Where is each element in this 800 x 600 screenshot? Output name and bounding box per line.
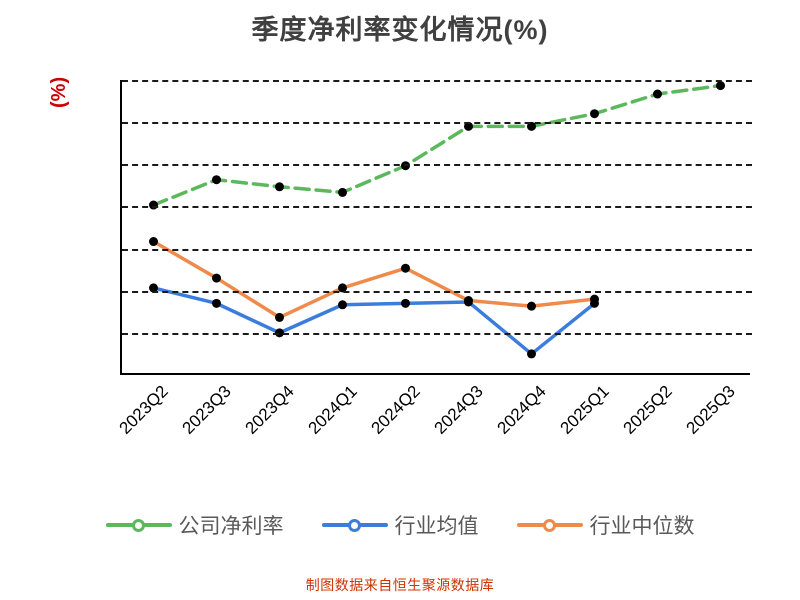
gridline — [122, 122, 752, 125]
legend-marker-icon — [132, 518, 145, 532]
series-layer — [149, 81, 725, 359]
x-axis-tick: 2025Q2 — [619, 381, 676, 438]
data-point — [338, 283, 347, 293]
gridline — [122, 164, 752, 167]
legend-marker-icon — [543, 518, 556, 532]
data-point — [275, 182, 284, 192]
legend-label: 公司净利率 — [178, 515, 284, 538]
x-axis-tick: 2024Q3 — [430, 381, 487, 438]
data-point — [464, 296, 473, 306]
data-point — [275, 312, 284, 322]
legend-item[interactable]: 行业均值 — [321, 510, 479, 540]
x-axis-tick: 2023Q2 — [115, 381, 172, 438]
x-axis-tick: 2023Q4 — [241, 381, 298, 438]
data-point — [653, 89, 662, 99]
x-axis-tick: 2024Q2 — [367, 381, 424, 438]
legend-swatch — [105, 518, 172, 532]
data-point — [716, 81, 725, 91]
x-axis-tick: 2025Q1 — [556, 381, 613, 438]
x-axis-tick: 2024Q4 — [493, 381, 550, 438]
data-point — [149, 283, 158, 293]
gridline — [122, 80, 752, 82]
data-point — [149, 237, 158, 247]
legend-label: 行业均值 — [394, 515, 479, 538]
data-point — [527, 349, 536, 359]
series-line — [151, 239, 597, 320]
data-point — [212, 175, 221, 185]
data-point — [590, 294, 599, 304]
y-axis-label: (%) — [48, 76, 70, 108]
series-line — [151, 286, 597, 356]
series-line — [151, 83, 723, 207]
chart-legend: 公司净利率 行业均值 行业中位数 — [0, 510, 800, 540]
legend-marker-icon — [348, 518, 361, 532]
data-point — [212, 273, 221, 283]
chart-title: 季度净利率变化情况(%) — [251, 15, 549, 45]
gridline — [122, 332, 752, 335]
legend-item[interactable]: 公司净利率 — [105, 510, 284, 540]
x-axis-tick: 2024Q1 — [304, 381, 361, 438]
data-point — [590, 109, 599, 119]
legend-item[interactable]: 行业中位数 — [516, 510, 695, 540]
legend-swatch — [321, 518, 388, 532]
data-point — [338, 300, 347, 310]
data-point — [338, 187, 347, 197]
data-point — [401, 263, 410, 273]
data-point — [212, 298, 221, 308]
chart-footnote: 制图数据来自恒生聚源数据库 — [305, 577, 495, 593]
data-point — [527, 301, 536, 311]
x-axis-tick: 2025Q3 — [682, 381, 739, 438]
gridline — [122, 206, 752, 209]
gridline — [122, 248, 752, 251]
legend-label: 行业中位数 — [589, 515, 695, 538]
plot-area: -303691215182023Q22023Q32023Q42024Q12024… — [115, 80, 752, 438]
data-point — [401, 298, 410, 308]
legend-swatch — [516, 518, 583, 532]
gridline — [122, 290, 752, 293]
x-axis-tick: 2023Q3 — [178, 381, 235, 438]
